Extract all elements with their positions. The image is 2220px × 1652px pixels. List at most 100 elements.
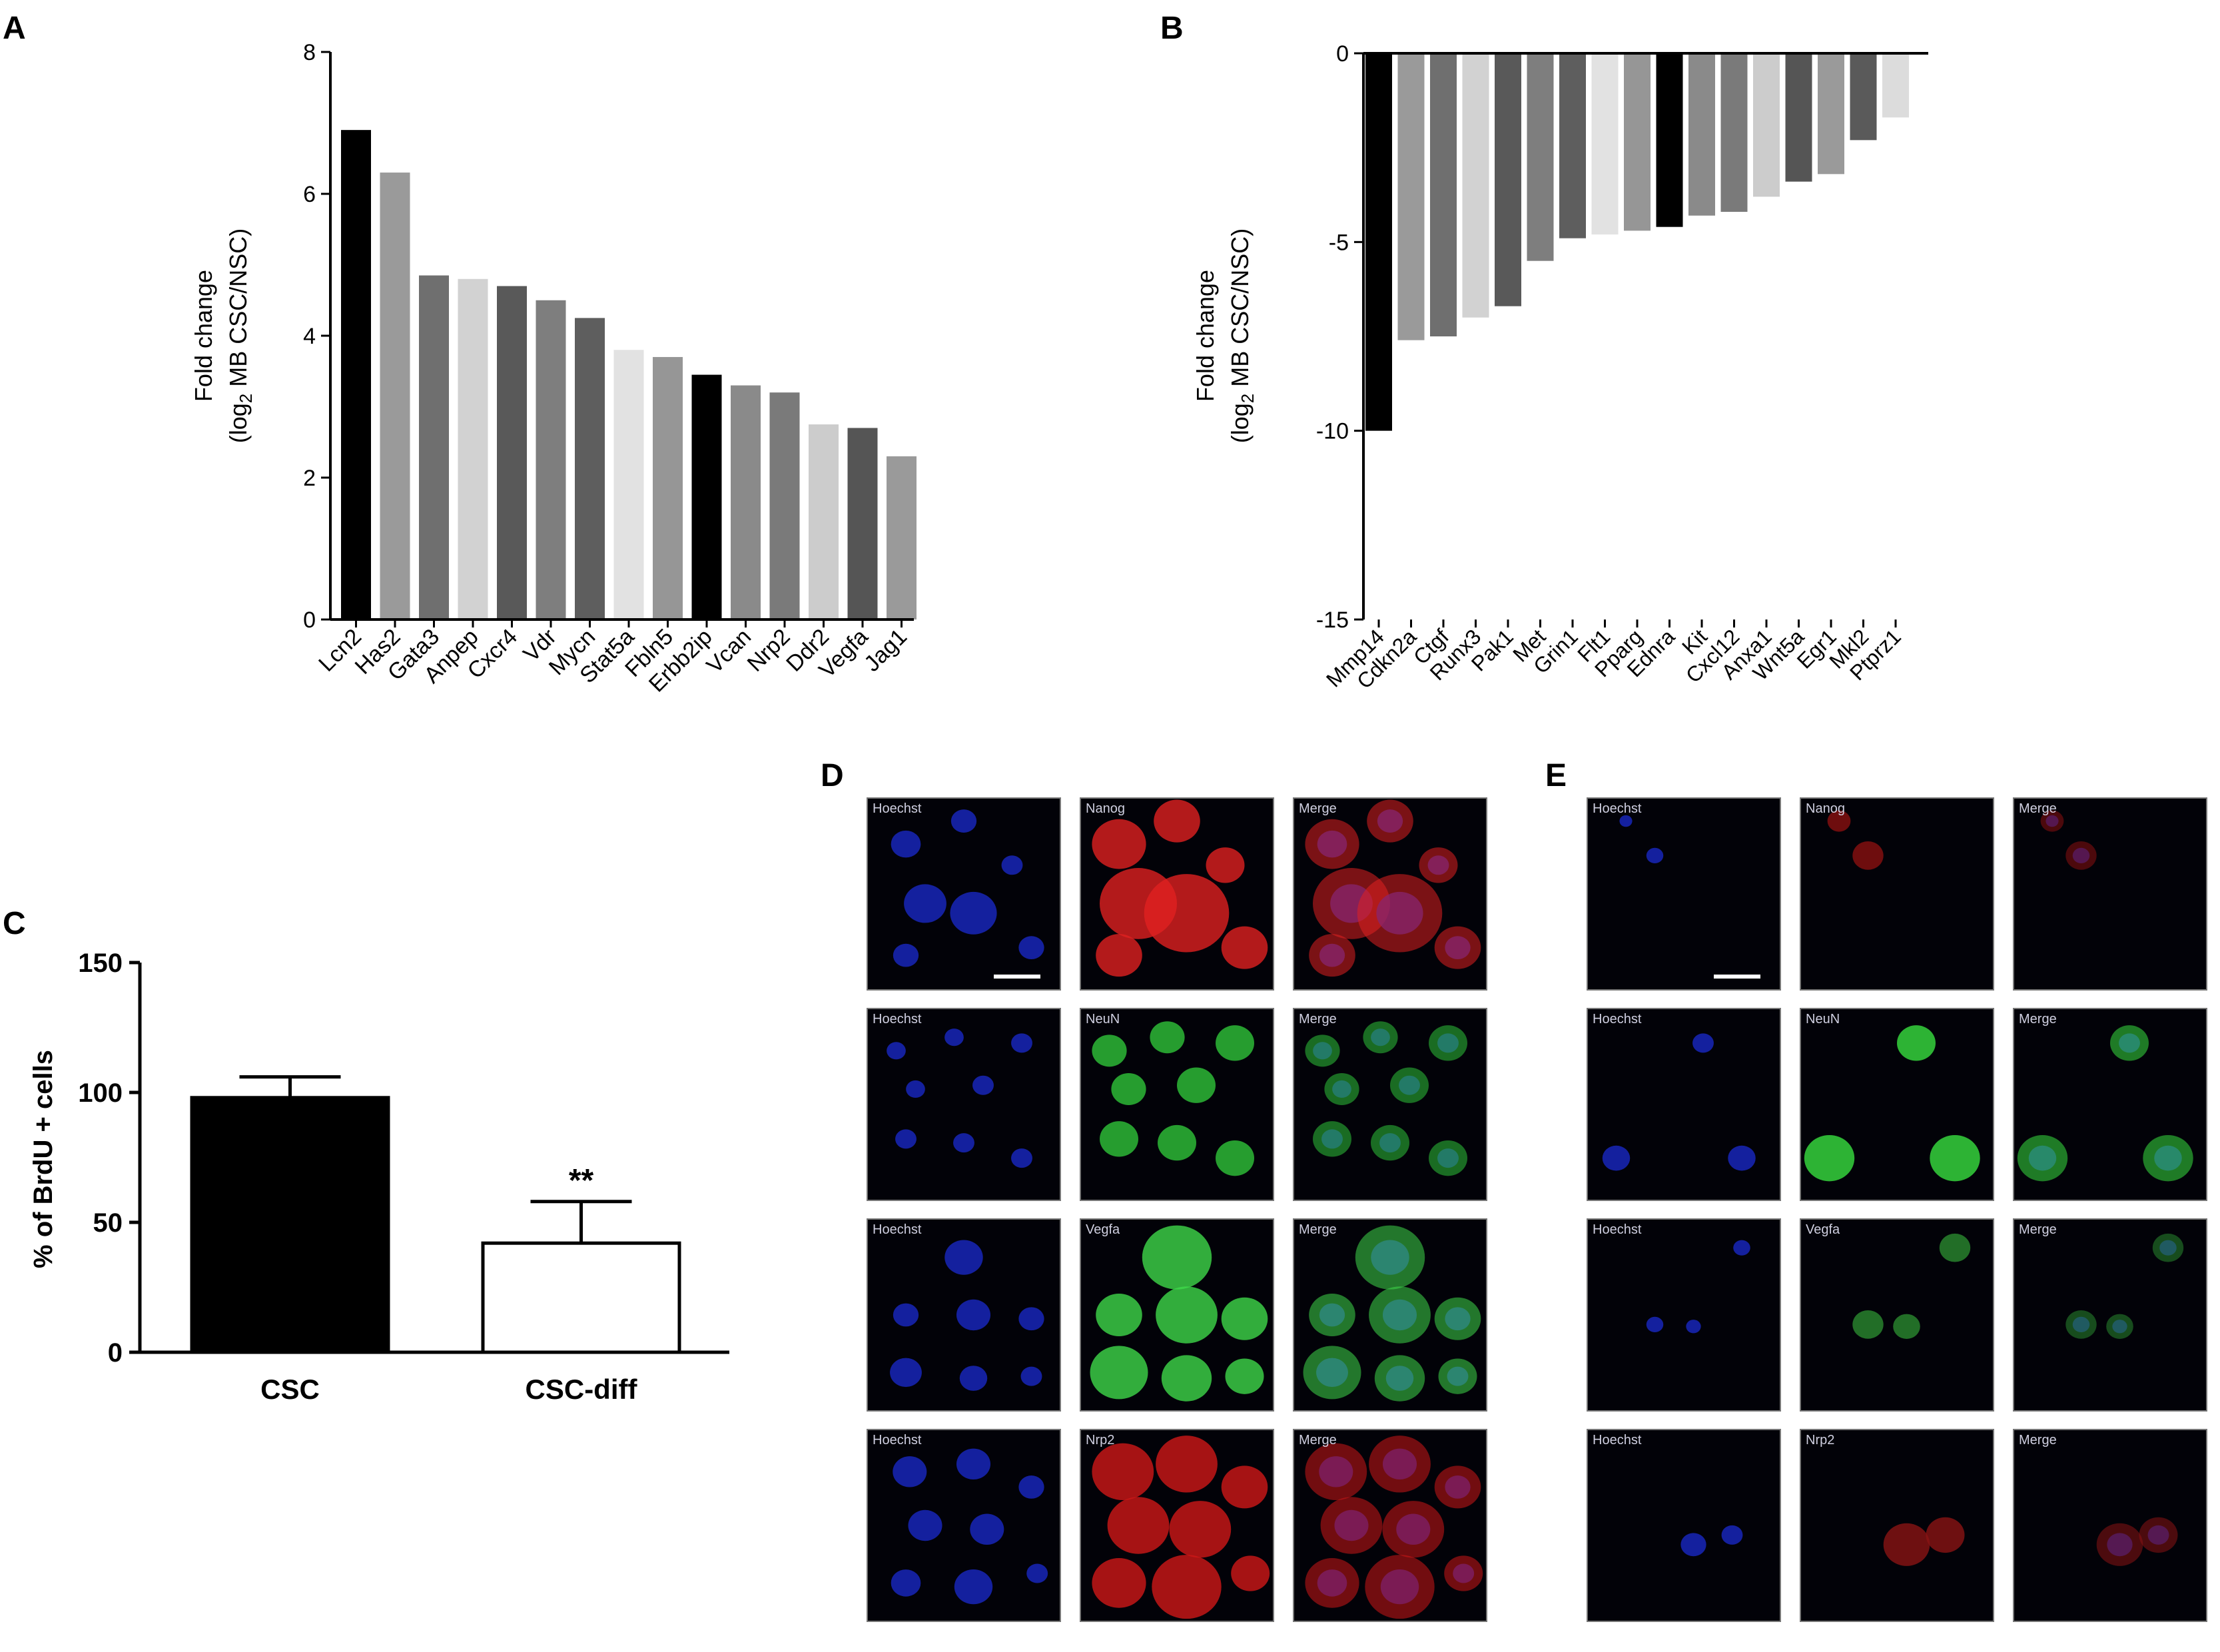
marker-stain [1096, 1293, 1142, 1337]
marker-stain [1365, 1555, 1435, 1619]
chart-b-bar [1753, 53, 1780, 197]
micrograph-label: Merge [1299, 1433, 1337, 1447]
marker-stain [2152, 1233, 2184, 1262]
marker-stain [1434, 926, 1481, 969]
micrograph-tile [1587, 1008, 1781, 1201]
marker-stain [1429, 1025, 1467, 1061]
marker-stain [1357, 874, 1443, 953]
micrograph-label: Hoechst [873, 801, 922, 816]
chart-a-x-tick-label: Nrp2 [743, 624, 795, 677]
micrograph-label: Merge [2019, 1433, 2057, 1447]
chart-b-bar [1656, 53, 1683, 227]
chart-c-ylabel: % of BrdU + cells [29, 1050, 58, 1268]
micrograph-tile [1587, 1218, 1781, 1412]
nucleus-stain [1721, 1525, 1743, 1545]
chart-b-bar [1850, 53, 1877, 141]
nucleus-stain [891, 1569, 921, 1597]
micrograph-panel-d: Hoechst Nanog Merge Hoechst NeuN Merge Hoechst… [867, 797, 1487, 1622]
marker-stain [1092, 1558, 1146, 1608]
chart-c-x-tick-label: CSC [260, 1374, 320, 1405]
chart-b-bar [1591, 53, 1619, 234]
marker-stain [1221, 1297, 1268, 1340]
nucleus-stain [956, 1448, 991, 1480]
panel-letter-d: D [821, 758, 844, 793]
chart-b-bar [1365, 53, 1392, 431]
marker-stain [2017, 1134, 2068, 1182]
marker-stain [1221, 1465, 1268, 1509]
chart-a-bar [653, 356, 683, 620]
chart-a-bar [691, 374, 722, 620]
marker-stain [1804, 1134, 1855, 1182]
marker-stain [1161, 1355, 1212, 1402]
marker-stain [1320, 1497, 1383, 1554]
marker-stain [1156, 1436, 1218, 1493]
marker-stain [1313, 1121, 1351, 1157]
marker-stain [1177, 1067, 1216, 1103]
chart-a-bar [731, 385, 761, 620]
nucleus-stain [944, 1029, 964, 1046]
chart-c-y-tick-label: 0 [108, 1338, 123, 1368]
nucleus-stain [1018, 1475, 1044, 1499]
marker-stain [1939, 1233, 1971, 1262]
marker-stain [1374, 1355, 1425, 1402]
marker-stain [1369, 1436, 1431, 1493]
marker-stain [2106, 1314, 2133, 1339]
marker-stain [1216, 1140, 1254, 1176]
chart-a-bar [380, 173, 410, 620]
marker-stain [1169, 1501, 1232, 1558]
marker-stain [1309, 934, 1355, 977]
micrograph-label: Hoechst [873, 1433, 922, 1447]
nucleus-stain [1026, 1563, 1048, 1583]
nucleus-stain [1011, 1033, 1032, 1053]
marker-stain [1309, 1293, 1355, 1337]
micrograph-label: Merge [1299, 1222, 1337, 1237]
micrograph-label: Hoechst [1593, 1222, 1642, 1237]
nucleus-stain [1646, 1316, 1664, 1332]
marker-stain [1231, 1555, 1270, 1591]
chart-a-y-tick-label: 2 [303, 466, 316, 491]
chart-b-bar [1559, 53, 1586, 238]
chart-c-significance-annotation: ** [569, 1163, 594, 1198]
micrograph-label: Hoechst [1593, 1433, 1642, 1447]
marker-stain [1092, 1034, 1127, 1067]
nucleus-stain [970, 1513, 1004, 1545]
micrograph-label: Hoechst [873, 1222, 922, 1237]
marker-stain [1092, 1443, 1154, 1501]
marker-stain [1305, 1034, 1340, 1067]
marker-stain [1369, 1286, 1431, 1344]
marker-stain [1827, 810, 1851, 832]
marker-stain [2040, 810, 2064, 832]
marker-stain [1324, 1072, 1359, 1105]
micrograph-tile [1587, 797, 1781, 991]
nucleus-stain [1011, 1148, 1032, 1168]
chart-a-bar [419, 275, 449, 620]
micrograph-label: NeuN [1806, 1012, 1840, 1027]
marker-stain [1930, 1134, 1980, 1182]
marker-stain [1429, 1140, 1467, 1176]
marker-stain [1883, 1523, 1930, 1566]
chart-a-bar [769, 392, 800, 620]
marker-stain [1926, 1517, 1965, 1553]
nucleus-stain [1686, 1320, 1701, 1334]
chart-b-bar [1397, 53, 1425, 340]
nucleus-stain [1602, 1145, 1631, 1171]
micrograph-label: Merge [1299, 1012, 1337, 1027]
chart-b-bar [1495, 53, 1521, 306]
nucleus-stain [893, 1303, 919, 1327]
chart-b-bar [1688, 53, 1715, 216]
nucleus-stain [1692, 1033, 1714, 1053]
nucleus-stain [908, 1509, 942, 1541]
micrograph-label: Nrp2 [1086, 1433, 1114, 1447]
chart-a-bar [458, 278, 488, 620]
chart-a-bar [613, 350, 644, 620]
chart-c-y-tick-label: 150 [78, 949, 123, 978]
nucleus-stain [1619, 815, 1633, 827]
nucleus-stain [904, 884, 946, 923]
marker-stain [1897, 1025, 1936, 1061]
micrograph-label: Hoechst [1593, 801, 1642, 816]
marker-stain [2139, 1517, 2178, 1553]
chart-a-bar [809, 424, 839, 620]
marker-stain [1852, 1310, 1884, 1339]
micrograph-label: Merge [2019, 1012, 2057, 1027]
chart-b-y-tick-label: -5 [1329, 230, 1349, 255]
